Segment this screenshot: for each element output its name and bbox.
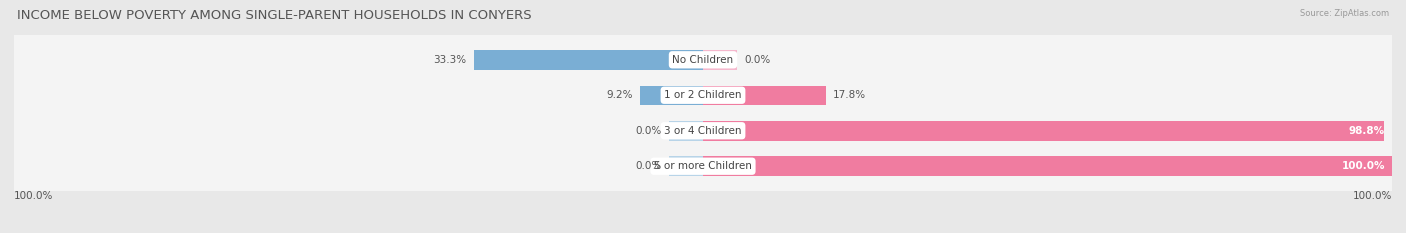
Text: 100.0%: 100.0% — [14, 191, 53, 201]
Text: 33.3%: 33.3% — [433, 55, 467, 65]
Text: Source: ZipAtlas.com: Source: ZipAtlas.com — [1301, 9, 1389, 18]
Bar — [474, 50, 703, 69]
Text: 98.8%: 98.8% — [1348, 126, 1385, 136]
Text: 0.0%: 0.0% — [636, 161, 662, 171]
Bar — [703, 86, 825, 105]
FancyBboxPatch shape — [0, 64, 1406, 127]
Text: 0.0%: 0.0% — [636, 126, 662, 136]
Bar — [640, 86, 703, 105]
Text: 9.2%: 9.2% — [606, 90, 633, 100]
Bar — [703, 121, 1384, 140]
Text: 0.0%: 0.0% — [744, 55, 770, 65]
Text: 3 or 4 Children: 3 or 4 Children — [664, 126, 742, 136]
Bar — [703, 50, 738, 69]
Bar — [669, 157, 703, 176]
Text: 17.8%: 17.8% — [832, 90, 866, 100]
Bar — [669, 121, 703, 140]
FancyBboxPatch shape — [0, 135, 1406, 198]
FancyBboxPatch shape — [0, 99, 1406, 162]
Text: 100.0%: 100.0% — [1341, 161, 1385, 171]
Text: 5 or more Children: 5 or more Children — [654, 161, 752, 171]
FancyBboxPatch shape — [0, 28, 1406, 91]
Text: No Children: No Children — [672, 55, 734, 65]
Text: 1 or 2 Children: 1 or 2 Children — [664, 90, 742, 100]
Text: INCOME BELOW POVERTY AMONG SINGLE-PARENT HOUSEHOLDS IN CONYERS: INCOME BELOW POVERTY AMONG SINGLE-PARENT… — [17, 9, 531, 22]
Bar — [703, 157, 1392, 176]
Text: 100.0%: 100.0% — [1353, 191, 1392, 201]
